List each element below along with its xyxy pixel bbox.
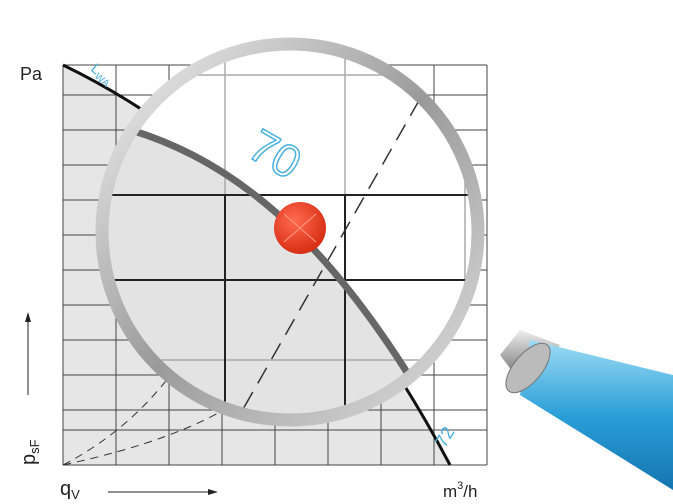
- y-axis-label: psF: [18, 439, 42, 465]
- x-unit-tail: /h: [463, 482, 477, 501]
- x-axis-sub: V: [71, 487, 80, 502]
- lens-ring: [95, 37, 485, 427]
- x-axis-base: q: [60, 478, 71, 500]
- y-unit: Pa: [20, 64, 43, 84]
- x-axis-label: qV: [60, 478, 80, 502]
- x-unit-base: m: [443, 482, 457, 501]
- lens-view: 70: [102, 44, 478, 420]
- lens-handle: [500, 330, 673, 490]
- x-unit-sup: 3: [457, 480, 463, 492]
- y-axis-base: p: [18, 454, 40, 465]
- x-unit: m3/h: [443, 480, 477, 501]
- y-axis-sub: sF: [27, 439, 42, 454]
